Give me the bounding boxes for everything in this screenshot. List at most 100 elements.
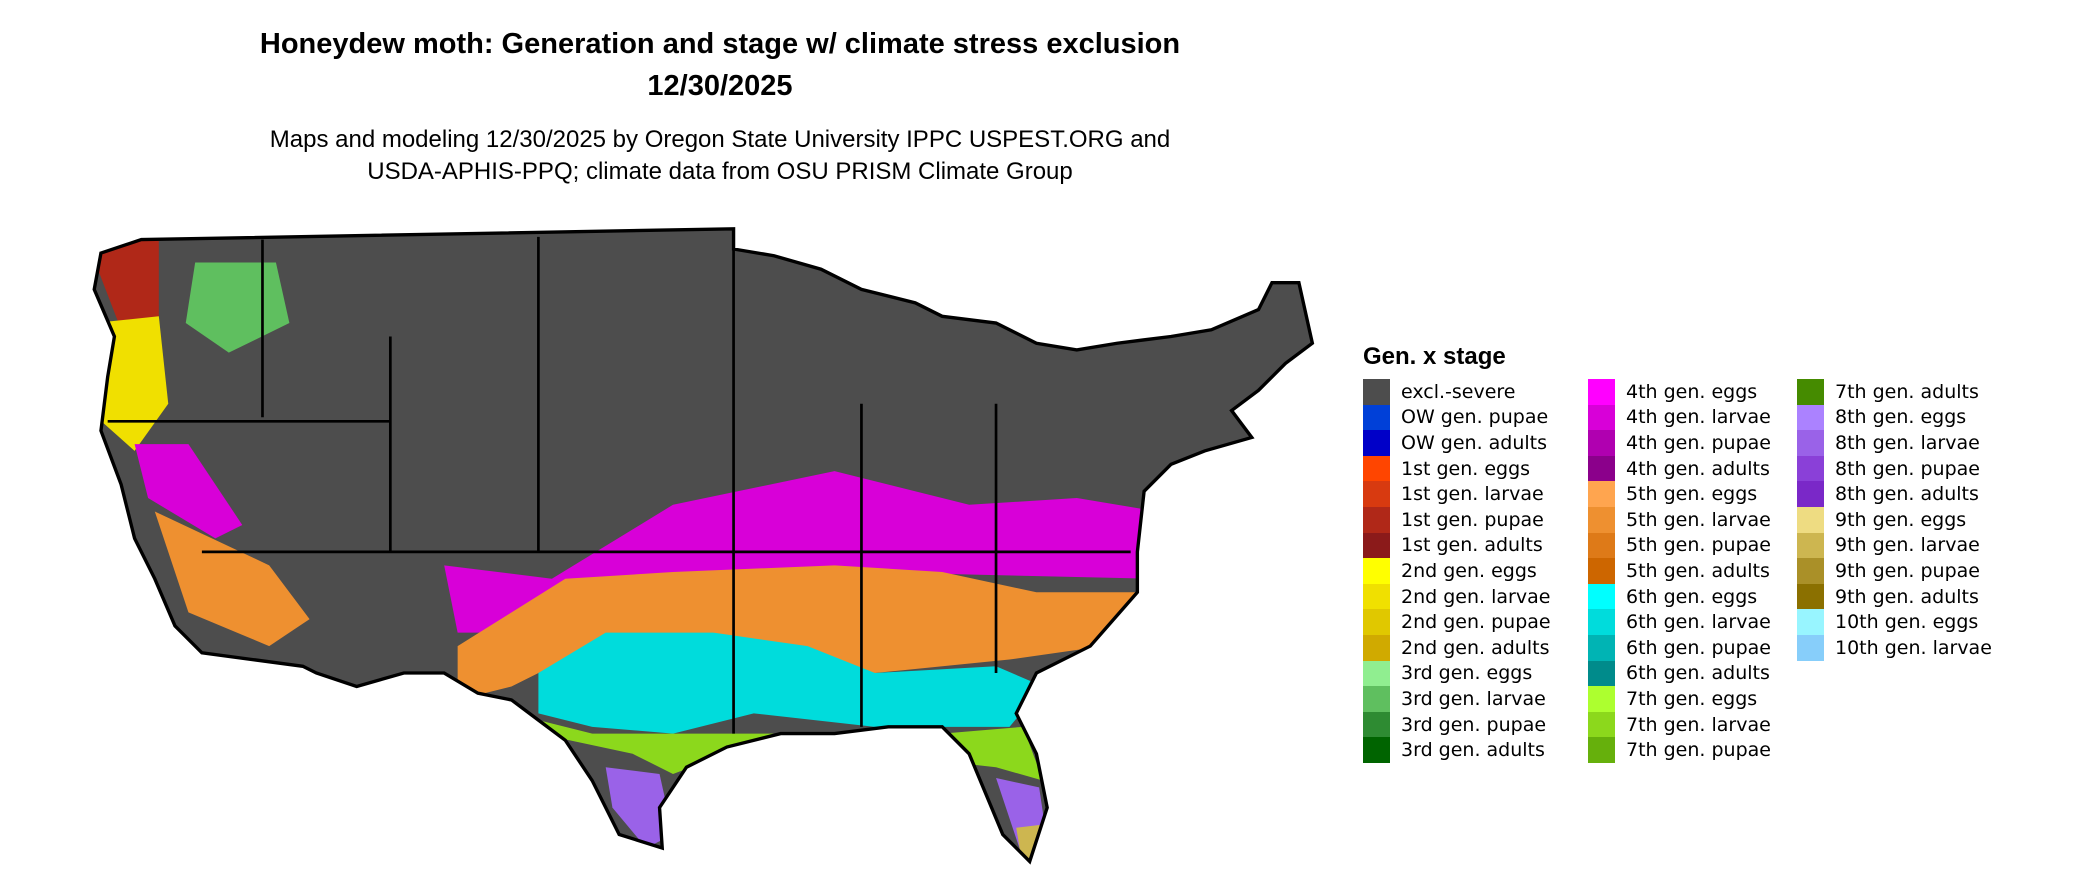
legend-item: 10th gen. eggs xyxy=(1797,609,2077,635)
legend-label: 4th gen. eggs xyxy=(1626,380,1758,403)
legend-swatch xyxy=(1363,634,1390,661)
legend-item: 3rd gen. pupae xyxy=(1363,711,1588,738)
legend-item: 5th gen. pupae xyxy=(1588,532,1797,559)
legend-label: 9th gen. adults xyxy=(1835,585,1979,608)
region-5th-gen-west xyxy=(154,511,310,647)
legend-swatch xyxy=(1797,532,1824,559)
legend: Gen. x stage excl.-severe OW gen. pupae OW… xyxy=(1363,343,2077,763)
legend-item: 2nd gen. pupae xyxy=(1363,609,1588,635)
legend-item: 9th gen. eggs xyxy=(1797,506,2077,533)
legend-item: 7th gen. larvae xyxy=(1588,711,1797,738)
legend-label: excl.-severe xyxy=(1401,380,1516,403)
legend-item: 6th gen. pupae xyxy=(1588,634,1797,661)
region-6th-gen xyxy=(538,632,1044,734)
legend-column: excl.-severe OW gen. pupae OW gen. adults 1… xyxy=(1363,379,1588,763)
legend-item: 10th gen. larvae xyxy=(1797,634,2077,661)
legend-swatch xyxy=(1588,481,1615,507)
legend-label: 8th gen. eggs xyxy=(1835,406,1967,429)
legend-label: 7th gen. eggs xyxy=(1626,687,1758,710)
legend-item: 3rd gen. adults xyxy=(1363,737,1588,763)
legend-label: 10th gen. larvae xyxy=(1835,636,1992,659)
legend-swatch xyxy=(1797,583,1824,610)
subtitle-line-1: Maps and modeling 12/30/2025 by Oregon S… xyxy=(269,126,1171,153)
legend-item: 1st gen. adults xyxy=(1363,532,1588,559)
legend-label: 4th gen. adults xyxy=(1626,457,1770,480)
legend-swatch xyxy=(1588,455,1615,482)
legend-item: excl.-severe xyxy=(1363,379,1588,405)
map-date: 12/30/2025 xyxy=(647,70,793,102)
legend-swatch xyxy=(1363,660,1390,687)
legend-item: OW gen. adults xyxy=(1363,430,1588,456)
legend-item: 8th gen. larvae xyxy=(1797,430,2077,456)
legend-swatch xyxy=(1588,737,1615,763)
region-4th-gen-west xyxy=(134,444,243,539)
legend-label: OW gen. pupae xyxy=(1401,406,1549,429)
legend-swatch xyxy=(1588,686,1615,712)
legend-swatch xyxy=(1588,609,1615,635)
legend-swatch xyxy=(1797,404,1824,431)
legend-label: 4th gen. larvae xyxy=(1626,406,1771,429)
legend-label: 1st gen. adults xyxy=(1401,534,1543,557)
legend-swatch xyxy=(1588,506,1615,533)
legend-swatch xyxy=(1588,532,1615,559)
legend-label: 9th gen. eggs xyxy=(1835,508,1967,531)
legend-column: 4th gen. eggs 4th gen. larvae 4th gen. pup… xyxy=(1588,379,1797,763)
legend-item: 8th gen. adults xyxy=(1797,481,2077,507)
legend-label: 8th gen. adults xyxy=(1835,483,1979,506)
legend-item: 2nd gen. larvae xyxy=(1363,583,1588,610)
legend-item: 1st gen. larvae xyxy=(1363,481,1588,507)
region-1st-gen xyxy=(94,235,159,330)
legend-swatch xyxy=(1797,481,1824,507)
legend-item: 9th gen. adults xyxy=(1797,583,2077,610)
legend-label: 6th gen. pupae xyxy=(1626,636,1771,659)
legend-swatch xyxy=(1797,609,1824,635)
legend-swatch xyxy=(1588,404,1615,431)
legend-item: 5th gen. eggs xyxy=(1588,481,1797,507)
legend-swatch xyxy=(1797,379,1824,405)
legend-swatch xyxy=(1363,532,1390,559)
legend-label: 8th gen. pupae xyxy=(1835,457,1980,480)
legend-label: 2nd gen. larvae xyxy=(1401,585,1551,608)
legend-label: 6th gen. eggs xyxy=(1626,585,1758,608)
legend-label: 5th gen. larvae xyxy=(1626,508,1771,531)
legend-item: 1st gen. pupae xyxy=(1363,506,1588,533)
legend-swatch xyxy=(1588,711,1615,738)
legend-item: 4th gen. pupae xyxy=(1588,430,1797,456)
legend-label: 6th gen. adults xyxy=(1626,662,1770,685)
legend-item: 3rd gen. larvae xyxy=(1363,686,1588,712)
legend-label: 10th gen. eggs xyxy=(1835,611,1979,634)
state-borders xyxy=(107,236,1131,734)
legend-item: 7th gen. pupae xyxy=(1588,737,1797,763)
region-8th-gen-texas xyxy=(605,767,673,848)
legend-label: 3rd gen. larvae xyxy=(1401,687,1546,710)
legend-swatch xyxy=(1588,660,1615,687)
legend-label: 7th gen. pupae xyxy=(1626,739,1771,762)
legend-label: 9th gen. larvae xyxy=(1835,534,1980,557)
legend-label: 3rd gen. eggs xyxy=(1401,662,1533,685)
legend-swatch xyxy=(1588,430,1615,456)
legend-label: 5th gen. adults xyxy=(1626,559,1770,582)
us-outline xyxy=(92,227,1315,865)
legend-label: 2nd gen. eggs xyxy=(1401,559,1537,582)
legend-item: 8th gen. eggs xyxy=(1797,404,2077,431)
legend-label: 8th gen. larvae xyxy=(1835,431,1980,454)
legend-swatch xyxy=(1363,379,1390,405)
legend-swatch xyxy=(1797,634,1824,661)
legend-label: OW gen. adults xyxy=(1401,431,1548,454)
legend-item: 9th gen. pupae xyxy=(1797,558,2077,584)
map-title: Honeydew moth: Generation and stage w/ c… xyxy=(259,28,1181,60)
legend-swatch xyxy=(1363,430,1390,456)
legend-label: 1st gen. larvae xyxy=(1401,483,1544,506)
legend-label: 4th gen. pupae xyxy=(1626,431,1771,454)
legend-label: 9th gen. pupae xyxy=(1835,559,1980,582)
legend-swatch xyxy=(1588,379,1615,405)
legend-swatch xyxy=(1588,558,1615,584)
region-5th-gen xyxy=(457,565,1145,700)
legend-label: 1st gen. eggs xyxy=(1401,457,1531,480)
legend-item: 1st gen. eggs xyxy=(1363,455,1588,482)
legend-item: 7th gen. eggs xyxy=(1588,686,1797,712)
legend-label: 7th gen. larvae xyxy=(1626,713,1771,736)
legend-label: 3rd gen. adults xyxy=(1401,739,1545,762)
legend-item: OW gen. pupae xyxy=(1363,404,1588,431)
